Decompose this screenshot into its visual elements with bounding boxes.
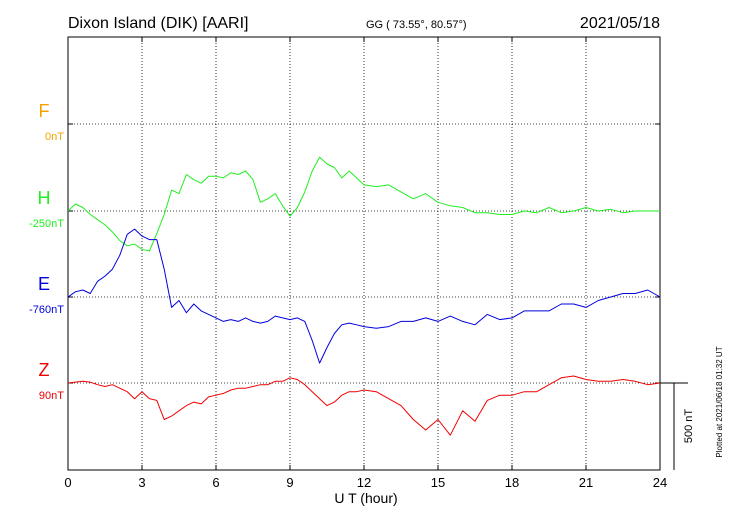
x-tick-label: 15	[431, 475, 445, 490]
plotted-at-note: Plotted at 2021/06/18 01:32 UT	[715, 346, 724, 457]
channel-baseline-E: -760nT	[29, 304, 64, 316]
x-tick-label: 3	[138, 475, 145, 490]
x-tick-label: 9	[286, 475, 293, 490]
channel-baseline-H: -250nT	[29, 218, 64, 230]
x-tick-label: 24	[653, 475, 667, 490]
x-tick-label: 21	[579, 475, 593, 490]
station-coords: GG ( 73.55°, 80.57°)	[366, 19, 467, 31]
plot-date: 2021/05/18	[580, 15, 660, 32]
x-tick-label: 0	[64, 475, 71, 490]
channel-labels: F 0nT H -250nT E -760nT Z 90nT	[29, 101, 64, 402]
scale-bar-label: 500 nT	[683, 409, 695, 444]
x-ticks: 0 3 6 9 12 15 18 21 24	[64, 37, 667, 490]
x-tick-label: 6	[212, 475, 219, 490]
series-line-H	[67, 156, 660, 252]
series-line-Z	[67, 375, 661, 436]
grid	[141, 37, 587, 470]
series-line-E	[67, 228, 661, 364]
channel-baseline-F: 0nT	[45, 131, 64, 143]
x-tick-label: 18	[505, 475, 519, 490]
station-title: Dixon Island (DIK) [AARI]	[68, 15, 249, 32]
channel-name-F: F	[39, 101, 50, 121]
x-axis-label: U T (hour)	[334, 490, 397, 506]
channel-baseline-Z: 90nT	[39, 390, 64, 402]
channel-name-E: E	[38, 274, 50, 294]
channel-name-H: H	[38, 188, 51, 208]
channel-name-Z: Z	[39, 360, 50, 380]
series-lines	[67, 156, 661, 436]
x-tick-label: 12	[357, 475, 371, 490]
